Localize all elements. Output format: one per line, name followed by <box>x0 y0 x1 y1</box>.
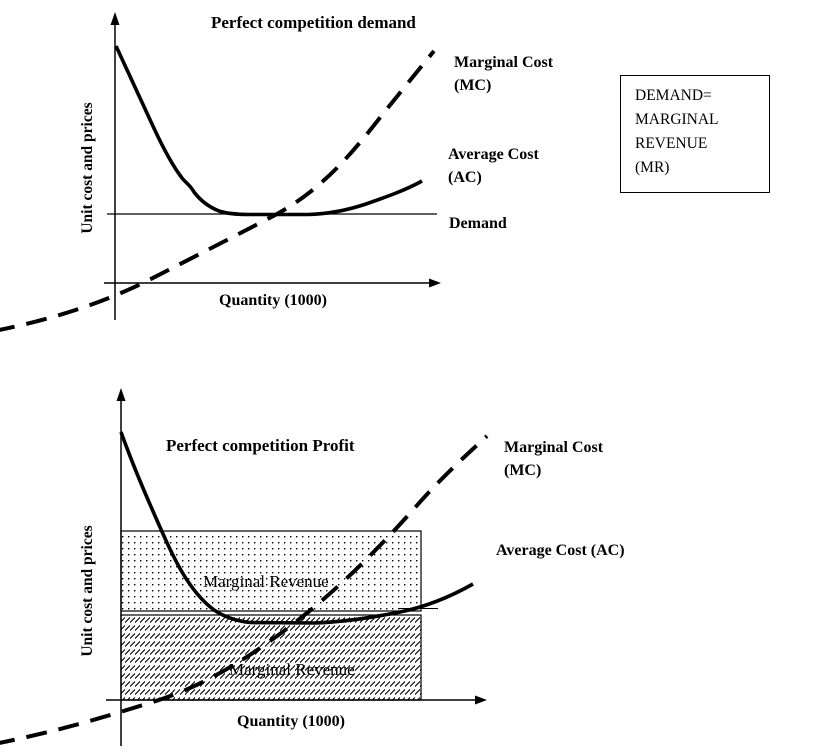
top-mc-label-line1: Marginal Cost <box>454 54 554 71</box>
top-chart-axes <box>104 12 441 320</box>
bottom-x-axis-label: Quantity (1000) <box>237 713 345 730</box>
bottom-ac-label: Average Cost (AC) <box>496 542 625 559</box>
top-y-axis-arrow-icon <box>110 12 120 25</box>
top-y-axis-label: Unit cost and prices <box>79 102 96 234</box>
lower-region-pattern-overlay <box>121 615 421 700</box>
bottom-mc-label-line1: Marginal Cost <box>504 439 604 456</box>
top-x-axis-label: Quantity (1000) <box>219 292 327 309</box>
top-marginal-cost-curve <box>0 49 436 332</box>
bottom-average-cost-curve <box>119 431 474 625</box>
top-demand-label: Demand <box>449 215 507 232</box>
top-average-cost-curve <box>114 45 423 217</box>
bottom-chart-title: Perfect competition Profit <box>166 436 355 455</box>
bottom-x-axis-arrow-icon <box>475 695 487 705</box>
note-box-line1: DEMAND= <box>635 87 712 104</box>
upper-region-pattern-overlay <box>121 531 421 611</box>
top-mc-label-line2: (MC) <box>454 77 492 94</box>
bottom-y-axis-arrow-icon <box>116 388 126 401</box>
top-ac-label-line1: Average Cost <box>448 146 539 163</box>
top-ac-label-line2: (AC) <box>448 169 482 186</box>
note-box-line3: REVENUE <box>635 135 708 152</box>
top-ac-label: Average Cost (AC) <box>448 143 539 189</box>
top-chart-title: Perfect competition demand <box>211 13 416 32</box>
top-mc-label: Marginal Cost (MC) <box>454 51 553 97</box>
note-box-line2: MARGINAL <box>635 111 719 128</box>
note-box-line4: (MR) <box>635 159 670 176</box>
bottom-marginal-cost-curve <box>0 434 489 745</box>
bottom-mc-label-line2: (MC) <box>504 462 542 479</box>
top-x-axis-arrow-icon <box>429 278 441 288</box>
demand-equals-mr-note-box: DEMAND= MARGINAL REVENUE (MR) <box>620 75 770 193</box>
bottom-y-axis-label: Unit cost and prices <box>79 525 96 657</box>
bottom-mc-label: Marginal Cost (MC) <box>504 436 603 482</box>
